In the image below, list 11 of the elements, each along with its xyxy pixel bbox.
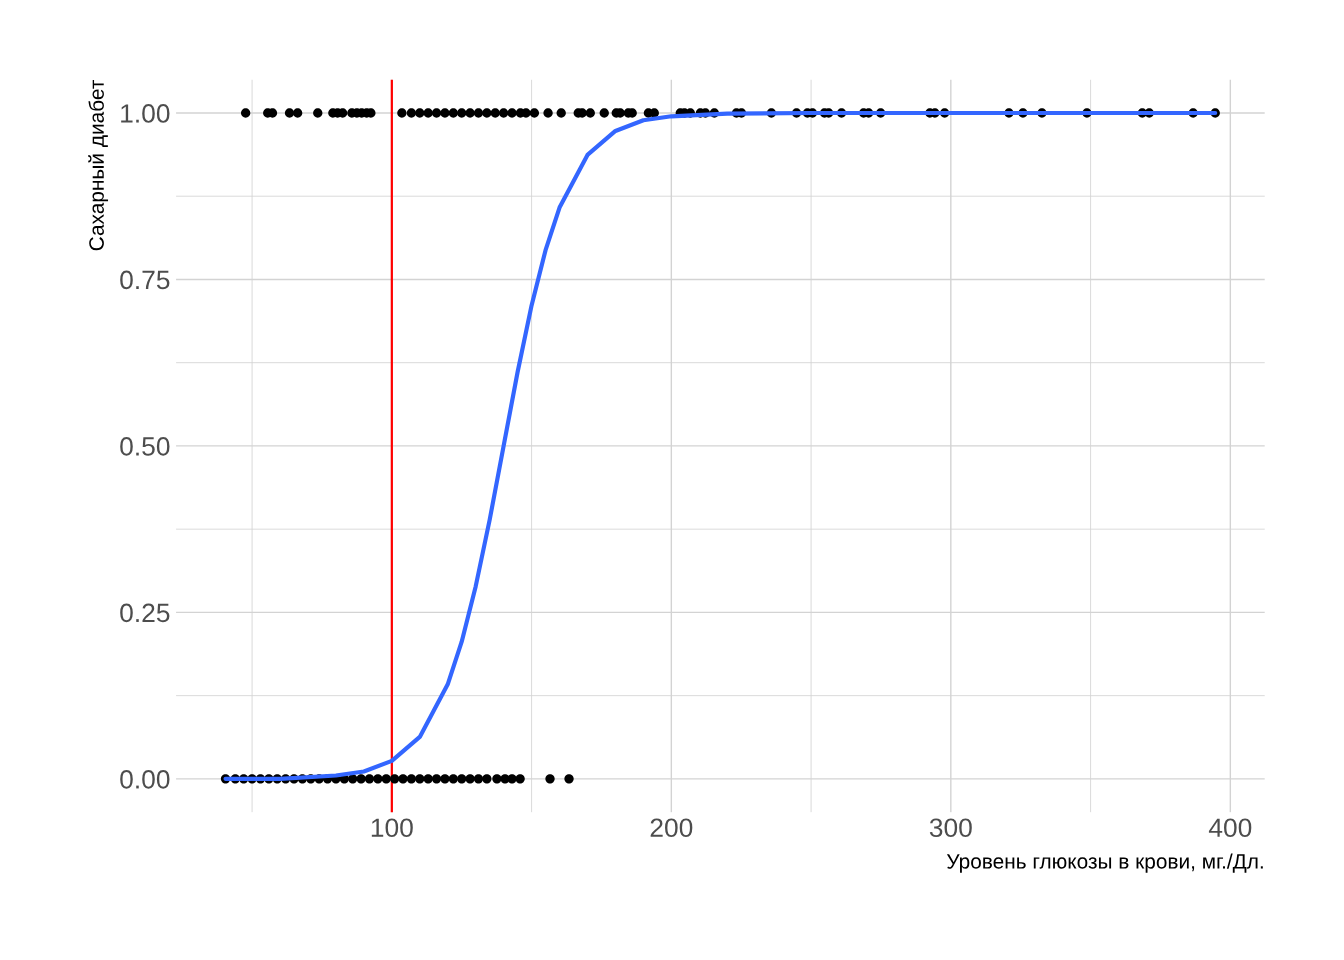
x-axis-title: Уровень глюкозы в крови, мг./Дл. (946, 853, 1263, 873)
x-tick-label: 400 (1208, 818, 1252, 838)
y-tick-label: 0.25 (120, 603, 170, 623)
y-tick-label: 0.75 (120, 270, 170, 290)
x-tick-label: 300 (929, 818, 972, 838)
y-tick-label: 0.00 (120, 770, 170, 789)
x-tick-label: 100 (371, 818, 413, 838)
x-tick-label: 200 (650, 818, 693, 838)
y-axis-title: Сахарный диабет (88, 80, 109, 251)
y-tick-label: 0.50 (120, 437, 170, 456)
y-tick-label: 1.00 (121, 104, 170, 123)
